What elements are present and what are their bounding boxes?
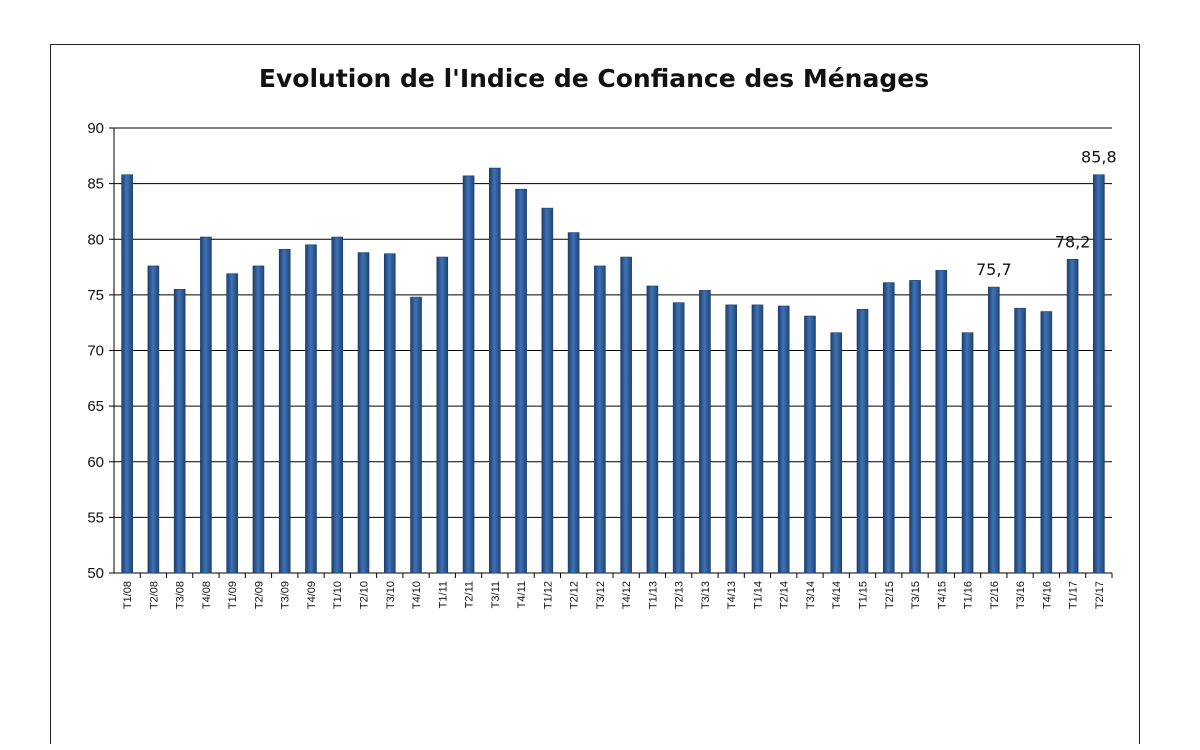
x-tick-label: T4/14: [831, 581, 843, 609]
x-tick-label: T2/08: [148, 581, 160, 609]
x-tick-label: T4/12: [621, 581, 633, 609]
bar: [226, 273, 238, 574]
bar: [173, 289, 186, 574]
x-tick-label: T4/08: [201, 581, 213, 609]
x-tick-label: T4/15: [936, 581, 948, 609]
x-tick-label: T1/11: [437, 581, 449, 608]
x-tick-label: T2/16: [989, 581, 1001, 609]
x-tick-label: T4/13: [726, 581, 738, 609]
x-tick-label: T2/17: [1094, 581, 1106, 609]
bar: [1093, 174, 1105, 574]
bar: [1040, 311, 1053, 574]
x-tick-label: T1/16: [963, 581, 975, 609]
x-tick-label: T3/10: [385, 581, 397, 609]
bar: [672, 302, 685, 574]
bar: [147, 265, 160, 574]
bar: [1014, 307, 1026, 574]
labels: 50 55 60 65 70 75 80 85 90 T1/08 T2/08 T3/08 T4/08 T1…: [87, 120, 1116, 609]
x-tick-label: T2/13: [674, 581, 686, 609]
y-tick-label: 80: [87, 231, 104, 248]
bar: [462, 175, 475, 574]
bars: [121, 167, 1105, 574]
bar: [856, 309, 869, 574]
x-tick-label: T1/10: [332, 581, 344, 609]
bar: [804, 315, 816, 574]
x-tick-label: T2/09: [253, 581, 265, 609]
bar: [541, 207, 554, 574]
x-tick-label: T2/12: [569, 581, 581, 609]
y-tick-label: 75: [87, 287, 104, 304]
x-tick-label: T1/15: [858, 581, 870, 609]
x-tick-label: T1/13: [647, 581, 659, 609]
x-tick-label: T1/09: [227, 581, 239, 609]
y-tick-label: 65: [87, 398, 104, 415]
y-tick-label: 60: [87, 454, 104, 471]
bar: [935, 270, 948, 574]
chart-frame: [50, 44, 1140, 744]
bar: [830, 332, 843, 574]
bar: [882, 282, 895, 574]
x-tick-label: T4/09: [306, 581, 318, 609]
x-tick-label: T1/14: [752, 581, 764, 609]
x-tick-label: T2/15: [884, 581, 896, 609]
bar: [436, 256, 449, 574]
bar: [699, 290, 711, 574]
bar: [200, 236, 212, 574]
x-tick-label: T3/15: [910, 581, 922, 609]
bar: [278, 248, 291, 574]
bar: [751, 304, 764, 574]
x-tick-label: T4/10: [411, 581, 423, 609]
bar: [594, 265, 606, 574]
bar: [1066, 258, 1079, 574]
data-label: 85,8: [1081, 148, 1117, 167]
x-tick-label: T4/11: [516, 581, 528, 608]
bar: [567, 232, 580, 574]
bar: [252, 265, 265, 574]
y-tick-label: 85: [87, 176, 104, 193]
y-tick-label: 70: [87, 343, 104, 360]
bar: [988, 286, 1000, 574]
bar: [331, 236, 344, 574]
x-tick-label: T2/10: [359, 581, 371, 609]
y-tick-label: 90: [87, 120, 104, 137]
x-tick-label: T2/14: [779, 581, 791, 609]
chart-title: Evolution de l'Indice de Confiance des M…: [258, 64, 930, 93]
x-tick-label: T3/08: [175, 581, 187, 609]
x-tick-label: T2/11: [464, 581, 476, 608]
data-label: 78,2: [1055, 232, 1091, 251]
bar: [121, 174, 133, 574]
x-tick-label: T3/09: [280, 581, 292, 609]
x-tick-label: T3/14: [805, 581, 817, 609]
y-tick-label: 55: [87, 509, 104, 526]
bar: [410, 296, 422, 574]
bar: [961, 332, 974, 574]
y-tick-label: 50: [87, 565, 104, 582]
x-tick-label: T1/12: [542, 581, 554, 609]
bar: [620, 256, 632, 574]
bar: [725, 304, 737, 574]
bar: [357, 252, 370, 574]
x-tick-label: T3/16: [1015, 581, 1027, 609]
x-tick-label: T1/08: [122, 581, 134, 609]
bar: [909, 280, 921, 574]
bar: [383, 253, 396, 574]
x-tick-label: T3/13: [700, 581, 712, 609]
data-label: 75,7: [976, 260, 1012, 279]
x-tick-label: T3/11: [490, 581, 502, 608]
x-tick-label: T3/12: [595, 581, 607, 609]
x-tick-label: T4/16: [1041, 581, 1053, 609]
bar: [489, 167, 501, 574]
bar: [646, 285, 659, 574]
x-tick-label: T1/17: [1068, 581, 1080, 609]
bar: [515, 188, 527, 574]
bar: [305, 244, 317, 574]
bar: [777, 305, 790, 574]
